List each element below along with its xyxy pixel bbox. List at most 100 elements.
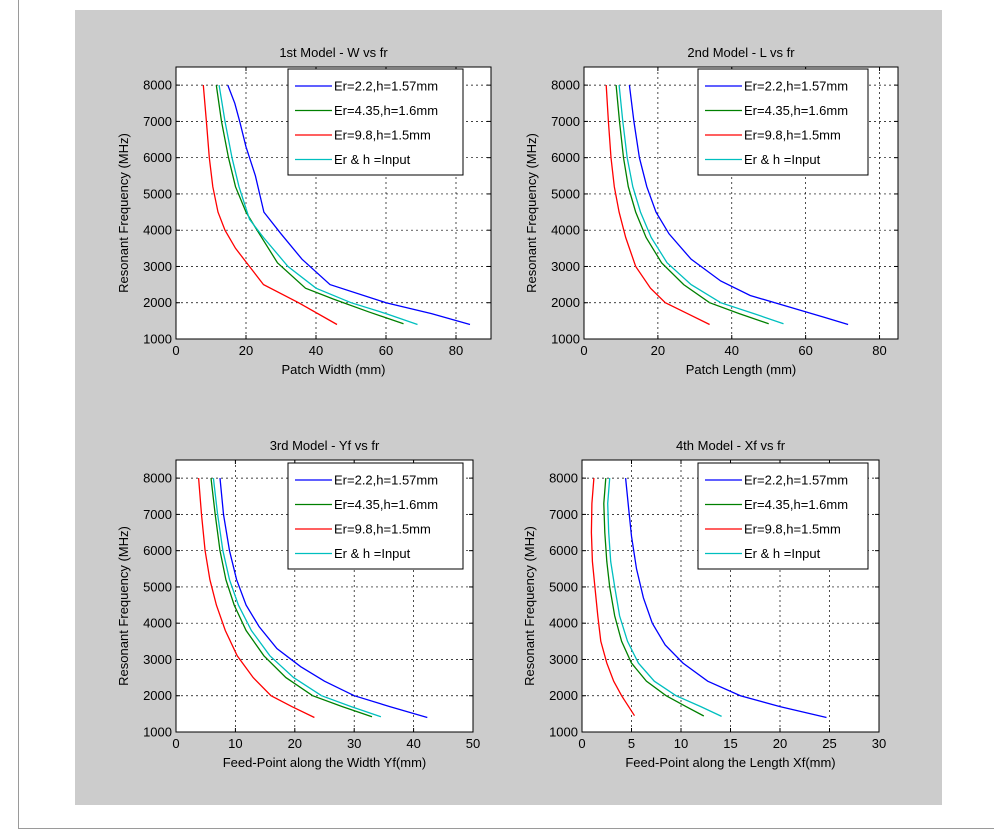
x-tick-label: 40 (725, 343, 739, 358)
chart-title: 3rd Model - Yf vs fr (270, 438, 380, 453)
x-tick-label: 5 (628, 736, 635, 751)
x-tick-label: 60 (798, 343, 812, 358)
y-tick-label: 1000 (143, 332, 172, 347)
y-tick-label: 4000 (551, 223, 580, 238)
x-tick-label: 40 (309, 343, 323, 358)
axes-frame (175, 459, 474, 733)
y-tick-label: 5000 (143, 186, 172, 201)
x-tick-label: 80 (449, 343, 463, 358)
y-tick-label: 8000 (143, 471, 172, 486)
series-line-3 (197, 478, 315, 719)
x-tick-label: 0 (578, 736, 585, 751)
series-line-2 (210, 478, 373, 718)
chart-3: 0 10 20 30 40 50 1000 2000 3000 4000 5000 6000 7000 8… (116, 438, 480, 770)
series-line-3 (202, 85, 338, 326)
chart-1: 0 20 40 60 80 1000 2000 3000 4000 5000 6000 7000 800… (116, 45, 492, 377)
series-line-3 (590, 478, 636, 717)
x-axis-label: Feed-Point along the Length Xf(mm) (625, 755, 835, 770)
x-axis-label: Patch Length (mm) (686, 362, 797, 377)
series-line-2 (603, 478, 705, 717)
chart-2: 0 20 40 60 80 1000 2000 3000 4000 5000 6000 7000 800… (524, 45, 899, 377)
legend-label-2: Er=4.35,h=1.6mm (334, 103, 438, 118)
y-tick-label: 6000 (143, 150, 172, 165)
x-tick-label: 40 (406, 736, 420, 751)
x-tick-label: 25 (822, 736, 836, 751)
x-tick-label: 10 (674, 736, 688, 751)
axes-frame (175, 66, 492, 340)
y-tick-label: 5000 (551, 186, 580, 201)
image-frame (18, 0, 994, 829)
legend-label-3: Er=9.8,h=1.5mm (334, 522, 431, 537)
x-tick-label: 0 (172, 736, 179, 751)
series-line-2 (615, 85, 769, 325)
y-tick-label: 6000 (143, 543, 172, 558)
y-tick-label: 6000 (549, 543, 578, 558)
x-tick-label: 0 (172, 343, 179, 358)
legend-box (697, 462, 869, 570)
legend-label-2: Er=4.35,h=1.6mm (744, 103, 848, 118)
legend-label-1: Er=2.2,h=1.57mm (744, 79, 848, 94)
y-tick-label: 5000 (549, 579, 578, 594)
y-axis-label: Resonant Frequency (MHz) (116, 526, 131, 686)
x-tick-label: 30 (872, 736, 886, 751)
y-tick-label: 4000 (143, 223, 172, 238)
chart-title: 1st Model - W vs fr (279, 45, 388, 60)
y-tick-label: 2000 (551, 295, 580, 310)
y-tick-label: 4000 (549, 616, 578, 631)
legend-box (287, 68, 464, 176)
y-tick-label: 3000 (143, 652, 172, 667)
x-tick-label: 30 (347, 736, 361, 751)
y-tick-label: 2000 (143, 295, 172, 310)
legend-label-2: Er=4.35,h=1.6mm (744, 497, 848, 512)
y-tick-label: 8000 (143, 78, 172, 93)
legend-label-4: Er & h =Input (744, 546, 821, 561)
x-axis-label: Feed-Point along the Width Yf(mm) (223, 755, 427, 770)
series-line-4 (607, 478, 722, 717)
y-tick-label: 3000 (143, 259, 172, 274)
y-tick-label: 1000 (551, 332, 580, 347)
legend-label-1: Er=2.2,h=1.57mm (334, 79, 438, 94)
y-tick-label: 7000 (549, 507, 578, 522)
subplot-grid: 0 20 40 60 801000200030004000500060007000800… (75, 10, 942, 805)
x-tick-label: 20 (773, 736, 787, 751)
legend-label-3: Er=9.8,h=1.5mm (744, 522, 841, 537)
x-tick-label: 20 (288, 736, 302, 751)
chart-title: 2nd Model - L vs fr (687, 45, 795, 60)
series-line-1 (227, 84, 471, 326)
y-tick-label: 5000 (143, 579, 172, 594)
chart-title: 4th Model - Xf vs fr (676, 438, 786, 453)
x-tick-label: 15 (723, 736, 737, 751)
figure-window: 0 20 40 60 80 1000 2000 3000 4000 5000 6000 7000 800… (75, 10, 942, 805)
y-tick-label: 3000 (551, 259, 580, 274)
legend: Er=2.2,h=1.57mm Er=4.35,h=1.6mm Er=9.8,h=1… (697, 68, 869, 176)
y-tick-label: 7000 (143, 114, 172, 129)
legend-label-2: Er=4.35,h=1.6mm (334, 497, 438, 512)
legend-label-3: Er=9.8,h=1.5mm (744, 128, 841, 143)
y-tick-label: 7000 (143, 507, 172, 522)
legend-label-1: Er=2.2,h=1.57mm (744, 473, 848, 488)
y-tick-label: 8000 (551, 78, 580, 93)
series-line-4 (618, 85, 784, 325)
legend: Er=2.2,h=1.57mm Er=4.35,h=1.6mm Er=9.8,h=1… (697, 462, 869, 570)
y-tick-label: 2000 (549, 688, 578, 703)
legend: Er=2.2,h=1.57mm Er=4.35,h=1.6mm Er=9.8,h=1… (287, 68, 464, 176)
series-line-1 (624, 478, 827, 719)
axes-frame (583, 66, 899, 340)
y-tick-label: 6000 (551, 150, 580, 165)
x-tick-label: 20 (651, 343, 665, 358)
legend-label-4: Er & h =Input (334, 546, 411, 561)
x-axis-label: Patch Width (mm) (281, 362, 385, 377)
series-line-4 (212, 478, 382, 718)
x-tick-label: 0 (580, 343, 587, 358)
legend-label-1: Er=2.2,h=1.57mm (334, 473, 438, 488)
y-tick-label: 1000 (549, 725, 578, 740)
series-line-3 (605, 85, 710, 326)
series-line-4 (218, 84, 418, 326)
y-tick-label: 7000 (551, 114, 580, 129)
y-tick-label: 2000 (143, 688, 172, 703)
legend: Er=2.2,h=1.57mm Er=4.35,h=1.6mm Er=9.8,h=1… (287, 462, 464, 570)
legend-box (697, 68, 869, 176)
series-line-1 (219, 478, 428, 719)
y-tick-label: 4000 (143, 616, 172, 631)
x-tick-label: 10 (228, 736, 242, 751)
